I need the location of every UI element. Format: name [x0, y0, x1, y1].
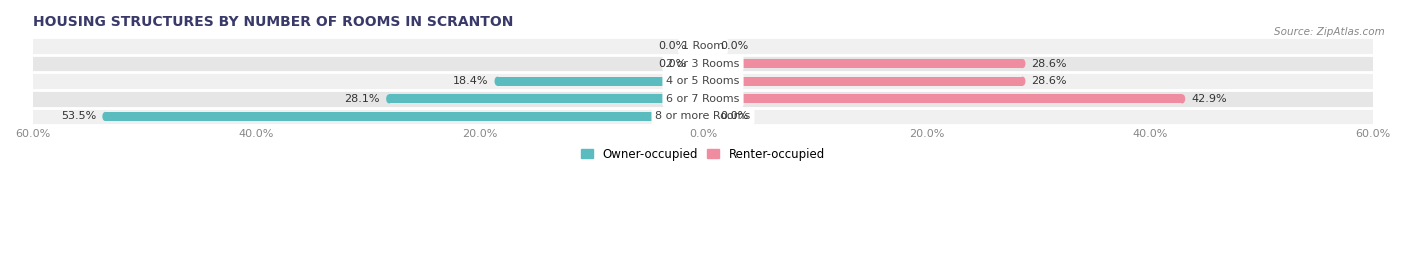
Circle shape [387, 94, 392, 103]
Circle shape [103, 112, 108, 121]
Bar [32, 37, 1374, 55]
Text: 0.0%: 0.0% [658, 59, 686, 69]
Text: HOUSING STRUCTURES BY NUMBER OF ROOMS IN SCRANTON: HOUSING STRUCTURES BY NUMBER OF ROOMS IN… [32, 15, 513, 29]
Bar [498, 77, 703, 86]
Bar [703, 77, 1022, 86]
Text: 4 or 5 Rooms: 4 or 5 Rooms [666, 76, 740, 86]
Text: 53.5%: 53.5% [60, 111, 96, 122]
Text: 18.4%: 18.4% [453, 76, 488, 86]
Text: 0.0%: 0.0% [720, 41, 748, 51]
Text: 8 or more Rooms: 8 or more Rooms [655, 111, 751, 122]
Text: 28.1%: 28.1% [344, 94, 380, 104]
Circle shape [495, 77, 501, 86]
Bar [389, 94, 703, 103]
Text: 2 or 3 Rooms: 2 or 3 Rooms [666, 59, 740, 69]
Text: 42.9%: 42.9% [1191, 94, 1227, 104]
Legend: Owner-occupied, Renter-occupied: Owner-occupied, Renter-occupied [576, 143, 830, 165]
Circle shape [1180, 94, 1185, 103]
Text: 28.6%: 28.6% [1032, 59, 1067, 69]
Text: Source: ZipAtlas.com: Source: ZipAtlas.com [1274, 27, 1385, 37]
Circle shape [1019, 77, 1025, 86]
Bar [703, 94, 1182, 103]
Text: 0.0%: 0.0% [720, 111, 748, 122]
Text: 1 Room: 1 Room [682, 41, 724, 51]
Text: 0.0%: 0.0% [658, 41, 686, 51]
Bar [32, 72, 1374, 90]
Bar [105, 112, 703, 121]
Bar [32, 108, 1374, 125]
Circle shape [1019, 59, 1025, 68]
Bar [703, 59, 1022, 68]
Bar [32, 90, 1374, 108]
Bar [32, 55, 1374, 72]
Text: 6 or 7 Rooms: 6 or 7 Rooms [666, 94, 740, 104]
Text: 28.6%: 28.6% [1032, 76, 1067, 86]
